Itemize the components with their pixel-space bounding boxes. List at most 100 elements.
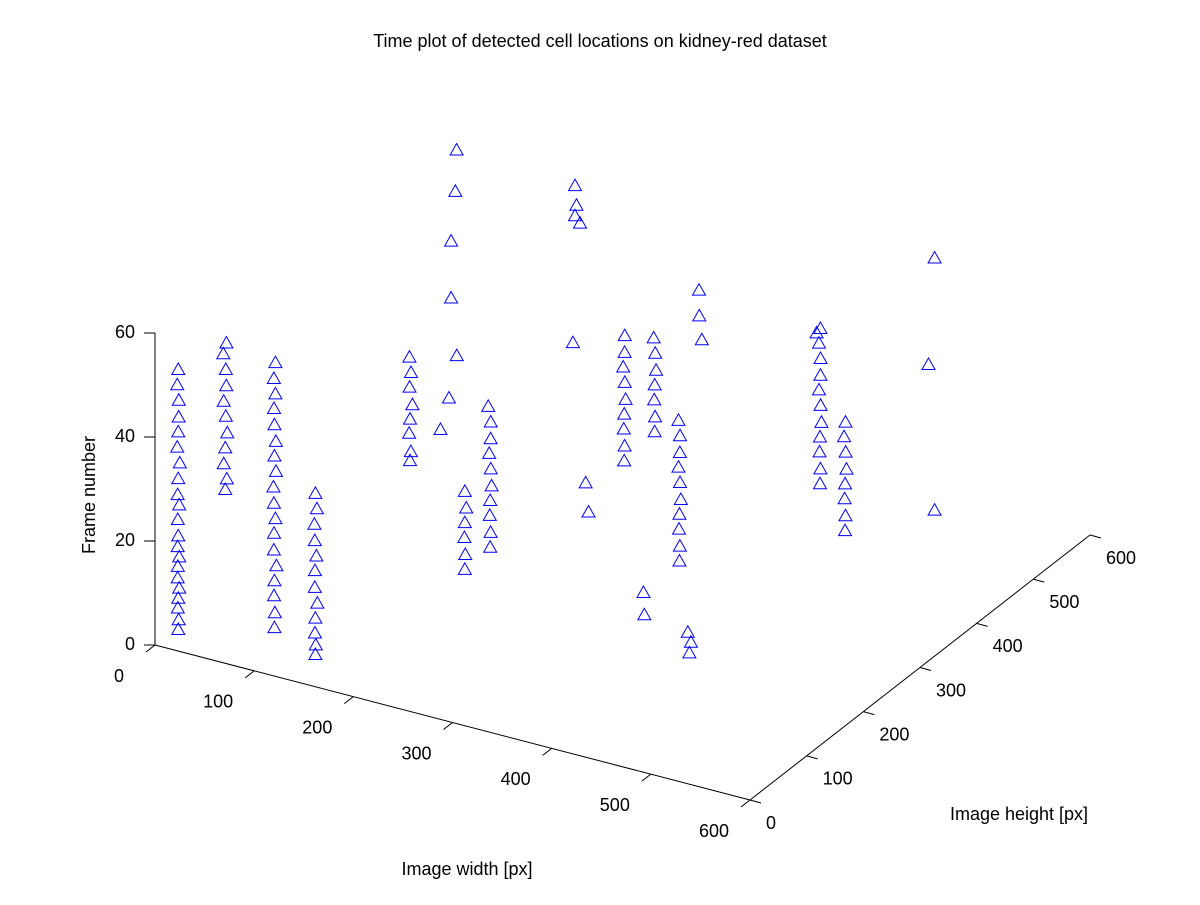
x-tick <box>344 696 354 705</box>
point <box>307 516 322 530</box>
point <box>636 585 651 599</box>
point <box>647 409 663 423</box>
point <box>615 359 631 373</box>
x-tick-label: 300 <box>401 743 431 763</box>
point <box>172 455 188 469</box>
point <box>269 558 284 572</box>
point <box>309 548 324 562</box>
point <box>616 453 632 467</box>
x-tick <box>641 773 652 782</box>
point <box>483 524 498 538</box>
point <box>672 506 687 520</box>
point <box>309 501 325 515</box>
y-tick <box>919 667 932 671</box>
point <box>170 487 186 501</box>
point <box>457 547 473 561</box>
point <box>267 448 282 462</box>
point <box>812 429 828 443</box>
y-tick-label: 600 <box>1106 548 1136 568</box>
point <box>457 530 472 544</box>
point <box>171 497 187 511</box>
y-tick-label: 100 <box>823 769 853 789</box>
point <box>443 233 459 247</box>
point <box>402 411 418 425</box>
point <box>307 625 323 639</box>
point <box>308 637 324 651</box>
point <box>578 475 594 489</box>
point <box>402 379 417 393</box>
point <box>266 542 282 556</box>
point <box>216 393 232 407</box>
point <box>405 397 420 411</box>
point <box>266 370 282 384</box>
point <box>636 607 652 621</box>
y-tick <box>1033 578 1045 583</box>
y-tick-label: 0 <box>766 813 776 833</box>
point <box>218 361 234 375</box>
point <box>567 208 583 222</box>
point <box>838 508 853 522</box>
chart-title: Time plot of detected cell locations on … <box>373 31 827 51</box>
point <box>838 444 853 458</box>
point <box>671 521 687 535</box>
point <box>171 409 187 423</box>
point <box>616 421 632 435</box>
point <box>171 549 187 563</box>
point <box>170 528 186 542</box>
point <box>266 479 281 493</box>
point <box>647 377 663 391</box>
point <box>617 328 633 342</box>
point <box>646 330 662 344</box>
point <box>457 561 473 575</box>
point <box>219 425 235 439</box>
point <box>266 588 282 602</box>
point <box>672 475 688 489</box>
point <box>572 215 588 229</box>
point <box>616 406 632 420</box>
point <box>266 400 282 414</box>
z-axis-label: Frame number <box>79 436 99 554</box>
point <box>921 356 936 370</box>
point <box>617 374 633 388</box>
point <box>647 345 663 359</box>
point <box>672 428 688 442</box>
x-tick <box>244 670 255 679</box>
point <box>307 533 323 547</box>
point <box>170 512 186 526</box>
point <box>483 431 498 445</box>
point <box>648 362 664 376</box>
point <box>449 348 465 362</box>
point <box>814 414 829 428</box>
point <box>671 412 686 426</box>
point <box>267 417 282 431</box>
x-tick <box>542 747 552 756</box>
point <box>617 438 632 452</box>
point <box>217 481 233 496</box>
point <box>169 439 185 453</box>
point <box>812 476 828 490</box>
x-tick-label: 500 <box>600 795 630 815</box>
x-tick <box>443 722 453 730</box>
y-tick-label: 500 <box>1049 592 1079 612</box>
point <box>268 433 284 447</box>
point <box>837 523 853 537</box>
y-tick <box>749 799 762 804</box>
x-tick-label: 100 <box>203 692 233 712</box>
point <box>171 392 187 406</box>
y-tick-label: 200 <box>879 724 909 744</box>
point <box>169 377 185 391</box>
point <box>447 183 463 197</box>
point <box>170 558 186 572</box>
point <box>480 398 496 412</box>
point <box>581 504 596 518</box>
point <box>219 335 234 349</box>
point <box>680 624 696 638</box>
z-tick-label: 60 <box>115 322 135 342</box>
point <box>307 579 323 593</box>
point <box>569 197 584 211</box>
point <box>617 344 632 358</box>
x-tick-label: 400 <box>501 769 531 789</box>
point <box>809 325 824 339</box>
point <box>483 461 499 475</box>
